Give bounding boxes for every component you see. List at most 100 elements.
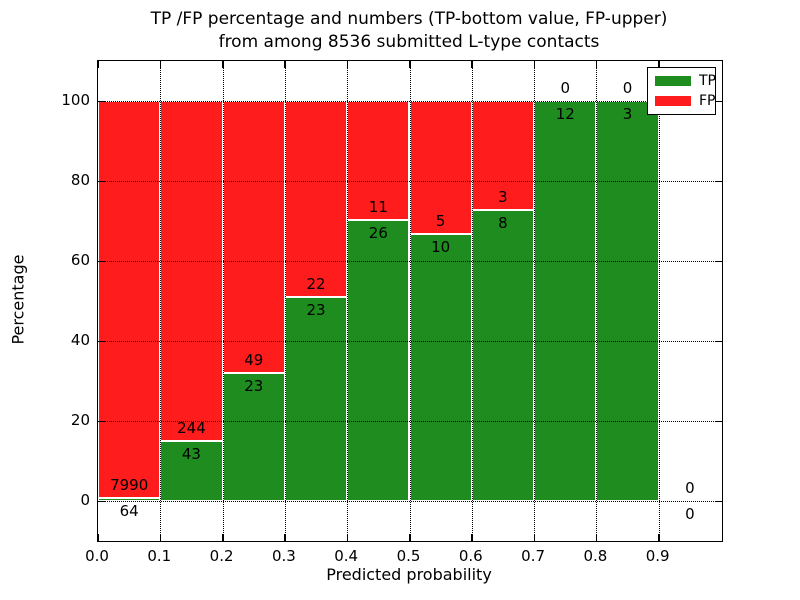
x-tick-label-0.5: 0.5 (396, 547, 421, 565)
x-tick-top-0.6 (471, 61, 473, 68)
x-tick-label-0.3: 0.3 (271, 547, 296, 565)
fp-swatch-icon (655, 96, 691, 106)
fp-count-label-3: 22 (306, 274, 326, 293)
fp-count-label-8: 0 (622, 79, 633, 97)
x-tick-top-0.8 (595, 61, 598, 68)
y-tick-right-100 (715, 100, 722, 102)
v-gridline-0.2 (222, 61, 224, 541)
v-gridline-0.4 (347, 61, 349, 541)
y-tick-right-0 (715, 500, 722, 502)
v-gridline-0.7 (534, 61, 536, 541)
y-tick-label-80: 80 (70, 171, 90, 189)
tp-count-label-7: 12 (555, 105, 575, 123)
x-tick-top-0 (97, 61, 99, 68)
x-tick-label-0.8: 0.8 (583, 547, 608, 565)
x-tick-bottom-0.4 (346, 534, 349, 541)
y-tick-right-60 (715, 260, 722, 262)
y-tick-left-0 (98, 500, 105, 502)
tp-count-label-0: 64 (119, 501, 139, 520)
legend-label-fp: FP (699, 93, 716, 109)
x-tick-top-0.2 (222, 61, 224, 68)
x-tick-bottom-0.2 (222, 534, 224, 541)
x-tick-label-0.1: 0.1 (147, 547, 172, 565)
fp-count-label-4: 11 (368, 197, 388, 216)
v-gridline-0.6 (471, 61, 473, 541)
tp-count-label-2: 23 (244, 377, 264, 396)
tp-count-label-9: 0 (685, 505, 695, 523)
bar-tp-0 (98, 497, 161, 501)
tp-count-label-3: 23 (306, 300, 326, 319)
x-tick-label-0.4: 0.4 (334, 547, 359, 565)
v-gridline-0.1 (160, 61, 162, 541)
x-tick-top-0.5 (409, 61, 411, 68)
bar-tp-8 (596, 101, 659, 501)
fp-count-label-1: 244 (177, 419, 206, 438)
y-tick-label-60: 60 (70, 251, 90, 269)
fp-count-label-0: 7990 (110, 475, 149, 494)
x-tick-bottom-0.5 (409, 534, 411, 541)
x-tick-top-0.1 (159, 61, 162, 68)
y-tick-left-40 (98, 340, 105, 342)
x-tick-top-0.4 (346, 61, 349, 68)
x-tick-label-0.7: 0.7 (521, 547, 546, 565)
x-tick-top-0.3 (284, 61, 286, 68)
bar-fp-0 (98, 101, 161, 498)
bar-tp-1 (160, 441, 223, 501)
chart-title-line1: TP /FP percentage and numbers (TP-bottom… (150, 9, 668, 29)
y-tick-label-100: 100 (61, 91, 90, 109)
x-tick-bottom-0.8 (595, 534, 598, 541)
legend-item-tp: TP (648, 73, 716, 90)
x-tick-label-0.0: 0.0 (85, 547, 109, 565)
v-gridline-0.9 (658, 61, 660, 541)
x-tick-label-0.6: 0.6 (458, 547, 483, 565)
bar-fp-5 (409, 101, 472, 235)
y-tick-right-80 (715, 180, 722, 182)
fp-count-label-6: 3 (498, 188, 508, 207)
y-tick-left-100 (98, 100, 105, 102)
y-tick-right-40 (715, 340, 722, 342)
y-axis-label: Percentage (8, 254, 28, 345)
x-tick-bottom-0.1 (159, 534, 162, 541)
legend-item-fp: FP (648, 93, 716, 110)
bar-fp-2 (222, 101, 285, 374)
x-tick-bottom-0.6 (471, 534, 473, 541)
x-tick-top-0.7 (533, 61, 536, 68)
fp-count-label-7: 0 (560, 79, 571, 97)
tp-count-label-5: 10 (431, 238, 451, 257)
x-tick-label-0.9: 0.9 (645, 547, 670, 565)
y-tick-left-60 (98, 260, 105, 262)
y-tick-left-20 (98, 420, 105, 422)
tp-count-label-4: 26 (368, 223, 388, 242)
y-tick-left-80 (98, 180, 105, 182)
v-gridline-0.3 (284, 61, 286, 541)
tp-count-label-8: 3 (622, 105, 633, 123)
v-gridline-0.8 (596, 61, 598, 541)
y-tick-label-40: 40 (70, 331, 90, 349)
x-tick-top-0.9 (658, 61, 660, 68)
v-gridline-0.5 (409, 61, 411, 541)
y-tick-label-20: 20 (70, 411, 90, 429)
bar-tp-2 (222, 373, 285, 501)
fp-count-label-5: 5 (435, 212, 446, 231)
bar-tp-5 (409, 234, 472, 501)
x-tick-label-0.2: 0.2 (209, 547, 234, 565)
x-tick-bottom-0 (97, 534, 99, 541)
y-tick-label-0: 0 (80, 491, 90, 509)
tp-swatch-icon (655, 76, 691, 86)
fp-count-label-2: 49 (244, 351, 264, 370)
x-tick-bottom-0.9 (658, 534, 660, 541)
legend: TP FP (647, 67, 716, 115)
tp-count-label-1: 43 (181, 445, 201, 464)
fp-count-label-9: 0 (685, 479, 695, 497)
bar-tp-7 (534, 101, 597, 501)
x-axis-label: Predicted probability (326, 565, 492, 584)
bar-tp-6 (471, 210, 535, 501)
legend-label-tp: TP (699, 73, 716, 89)
plot-area: 7990 64 244 43 49 23 22 23 11 26 5 10 3 8 0 12 0 3 0 0 (97, 60, 723, 542)
bar-fp-3 (284, 101, 348, 297)
bar-tp-3 (284, 296, 348, 501)
x-tick-bottom-0.3 (284, 534, 286, 541)
y-tick-right-20 (715, 420, 722, 422)
chart-title-line2: from among 8536 submitted L-type contact… (218, 32, 600, 52)
